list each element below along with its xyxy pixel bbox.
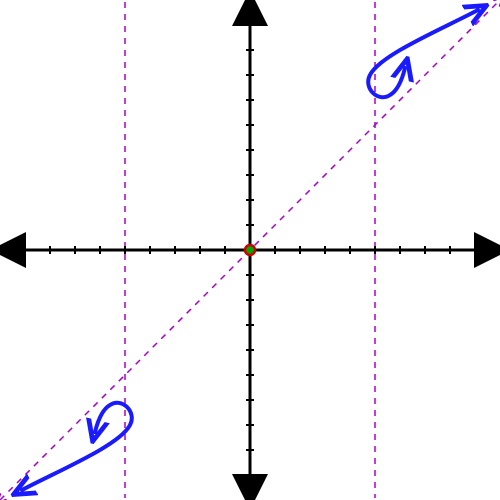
origin-point bbox=[245, 245, 255, 255]
rational-function-plot bbox=[0, 0, 500, 500]
chart-container bbox=[0, 0, 500, 500]
